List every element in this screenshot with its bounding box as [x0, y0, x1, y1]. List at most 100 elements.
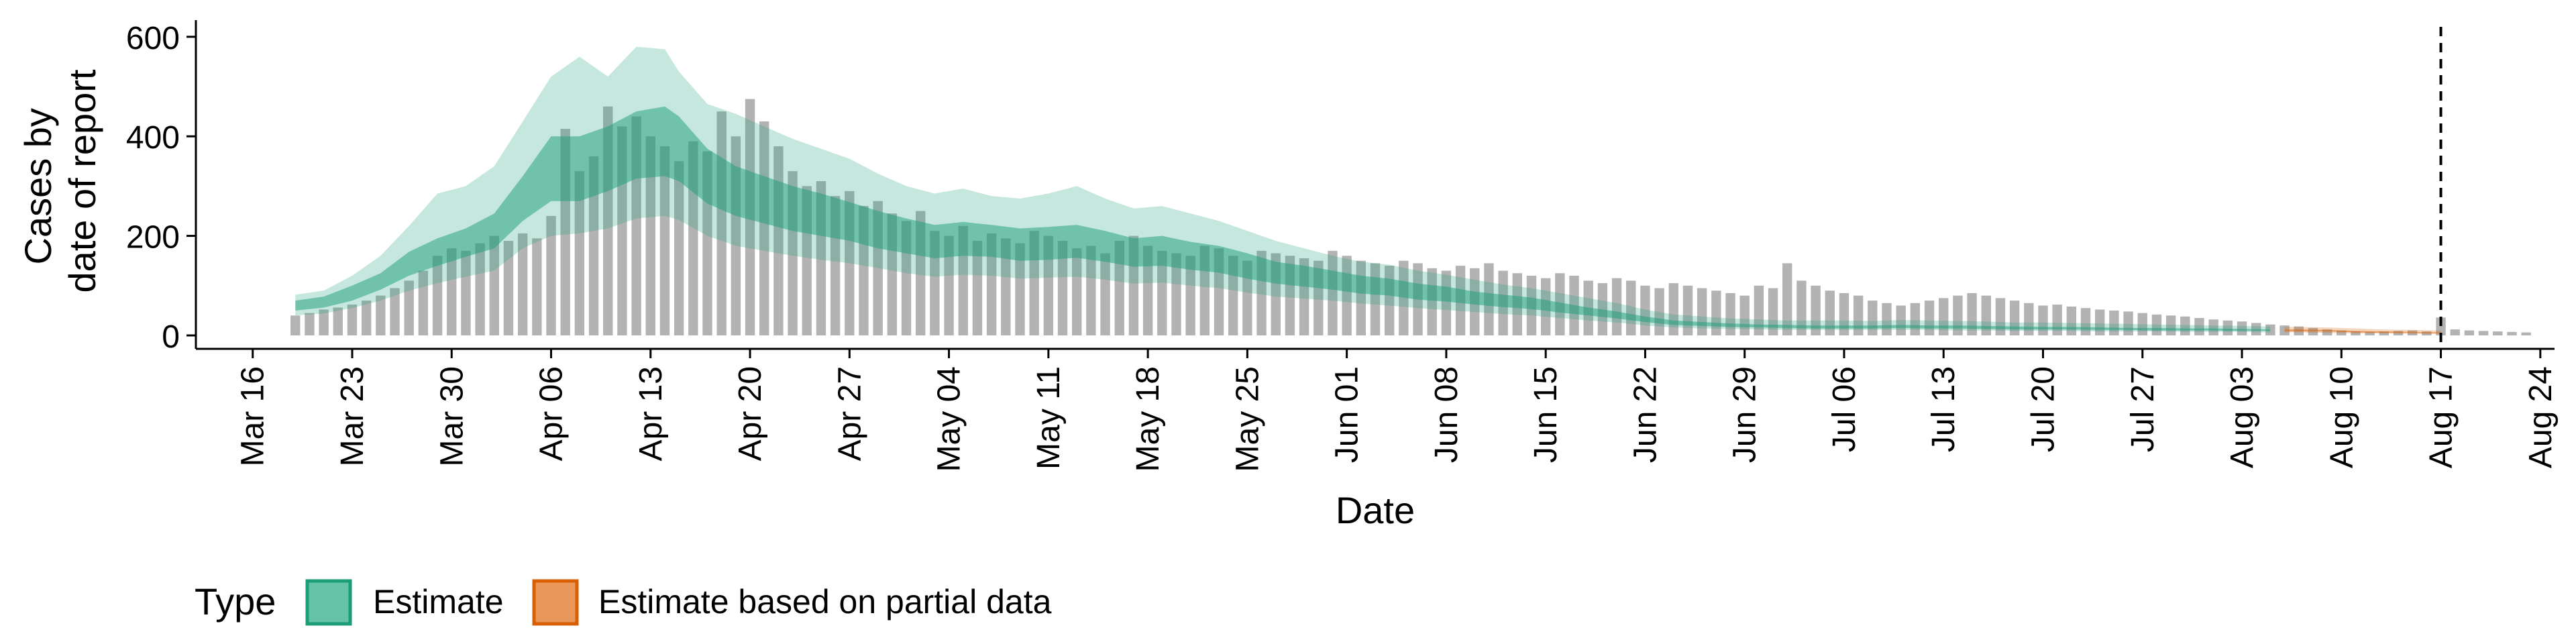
data-bar	[1768, 288, 1778, 335]
data-bar	[2322, 330, 2332, 335]
x-axis-label: Date	[1336, 489, 1415, 531]
data-bar	[2464, 330, 2475, 335]
data-bar	[1668, 314, 1678, 335]
data-bar	[2080, 330, 2091, 335]
data-bar	[2180, 329, 2190, 335]
data-bar	[2038, 329, 2048, 335]
x-tick-label: Jun 29	[1727, 366, 1763, 463]
data-bar	[1043, 235, 1054, 335]
legend-label-estimate: Estimate	[373, 583, 504, 621]
data-bar	[2009, 330, 2020, 335]
x-tick-label: May 04	[932, 366, 967, 472]
data-bar	[2237, 331, 2247, 335]
data-bar	[2379, 331, 2390, 335]
data-bar	[1924, 331, 1935, 335]
data-bar	[2436, 317, 2446, 335]
data-bar	[404, 280, 414, 335]
x-tick-label: Apr 20	[733, 366, 768, 461]
data-bar	[1939, 331, 1949, 335]
x-tick-label: May 25	[1230, 366, 1265, 472]
data-bar	[532, 238, 542, 335]
data-bar	[1611, 278, 1622, 335]
y-tick-label: 200	[126, 220, 180, 256]
x-tick-label: Mar 30	[434, 366, 470, 466]
x-tick-label: Jun 15	[1528, 366, 1564, 463]
data-bar	[305, 313, 315, 335]
data-bar	[2024, 329, 2034, 335]
data-bar	[1782, 326, 1792, 335]
data-bar	[2450, 329, 2460, 335]
data-bar	[546, 215, 556, 335]
data-bar	[1953, 295, 1963, 335]
data-bar	[1967, 292, 1977, 335]
data-bar	[2251, 331, 2261, 335]
data-bar	[2365, 331, 2375, 335]
data-bar	[290, 315, 301, 335]
data-bar	[1853, 329, 1864, 335]
x-tick-label: Jul 20	[2026, 366, 2061, 452]
data-bar	[1811, 327, 1821, 335]
data-bar	[1924, 301, 1935, 335]
x-tick-label: Aug 03	[2224, 366, 2260, 468]
data-bar	[759, 121, 769, 335]
data-bar	[1995, 331, 2006, 335]
data-bar	[1597, 283, 1608, 335]
data-bar	[1001, 238, 1011, 335]
data-bar	[2222, 330, 2233, 335]
data-bar	[1015, 243, 1025, 335]
data-bar	[944, 235, 954, 335]
data-bar	[1825, 290, 1835, 335]
data-bar	[2337, 331, 2347, 335]
data-bar	[390, 288, 400, 335]
x-tick-label: Jun 22	[1627, 366, 1663, 463]
data-bar	[2194, 328, 2204, 335]
data-bar	[1399, 260, 1409, 335]
x-tick-label: Jul 06	[1827, 366, 1862, 452]
data-bar	[319, 309, 329, 335]
data-bar	[674, 161, 684, 335]
data-bar	[475, 243, 485, 335]
data-bar	[1953, 330, 1963, 335]
x-tick-label: Jul 13	[1926, 366, 1962, 452]
y-tick-label: 0	[162, 319, 180, 355]
data-bar	[347, 305, 358, 335]
data-bar	[986, 233, 997, 335]
data-bar	[1839, 292, 1849, 335]
data-bar	[1825, 328, 1835, 335]
data-bar	[2279, 329, 2290, 335]
data-bar	[574, 171, 585, 335]
data-bar	[376, 295, 386, 335]
data-bar	[1086, 246, 1096, 335]
data-bar	[2123, 331, 2133, 335]
x-tick-label: May 11	[1031, 366, 1067, 470]
data-bar	[2165, 329, 2176, 335]
data-bar	[1796, 280, 1807, 335]
legend-swatch-estimate-partial	[532, 579, 579, 626]
data-bar	[2137, 330, 2147, 335]
data-bar	[659, 146, 670, 335]
data-bar	[1782, 263, 1792, 335]
data-bar	[2151, 329, 2162, 335]
data-bar	[517, 233, 528, 335]
data-bar	[2351, 331, 2361, 335]
data-bar	[645, 136, 655, 336]
data-bar	[1100, 253, 1110, 335]
x-tick-label: Aug 10	[2324, 366, 2359, 468]
data-bar	[1754, 285, 1764, 335]
data-bar	[1910, 303, 1921, 335]
y-tick-label: 600	[126, 21, 180, 56]
data-bar	[418, 270, 429, 335]
data-bar	[361, 301, 372, 335]
data-bar	[1157, 250, 1167, 335]
data-bar	[2478, 331, 2489, 335]
data-bar	[489, 235, 499, 335]
data-bar	[2066, 329, 2077, 335]
data-bar	[1981, 331, 1991, 335]
data-bar	[2422, 331, 2432, 335]
x-tick-label: May 18	[1130, 366, 1166, 472]
band-inner-estimate-partial	[2284, 329, 2441, 333]
data-bar	[1995, 298, 2006, 335]
data-bar	[1171, 253, 1181, 335]
data-bar	[2052, 329, 2062, 335]
